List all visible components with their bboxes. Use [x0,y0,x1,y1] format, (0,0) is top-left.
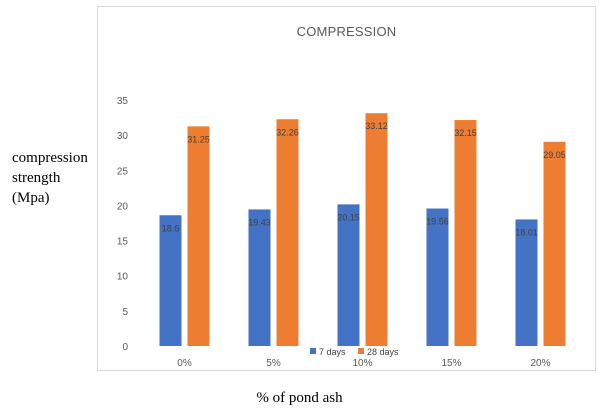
data-label: 32.26 [276,127,299,137]
bar-28-days-10pct [365,113,388,346]
y-tick-label: 35 [117,96,129,107]
data-label: 18.01 [515,227,538,237]
y-tick-label: 0 [122,342,128,353]
y-axis-label-line-2: strength [12,170,61,186]
bars: 18.6 31.25 19.43 32.26 20.15 33.12 19.56 32.15 1… [159,113,566,346]
bar-28-days-0pct [187,126,210,346]
y-axis-label-line-3: (Mpa) [12,190,50,206]
bar-7-days-10pct [337,204,360,346]
x-tick-label: 20% [530,358,550,369]
bar-7-days-15pct [426,208,449,346]
legend-swatch [310,348,316,354]
y-tick-label: 5 [122,307,128,318]
data-label: 32.15 [454,128,477,138]
bar-7-days-0pct [159,215,182,346]
y-axis-label: compression strength (Mpa) [12,148,102,208]
data-label: 33.12 [365,121,388,131]
x-axis-ticks: 0% 5% 10% 15% 20% [177,358,550,369]
y-tick-label: 30 [117,131,129,142]
y-tick-label: 15 [117,237,129,248]
legend: 7 days 28 days [310,347,399,357]
y-tick-label: 10 [117,272,129,283]
data-label: 18.6 [162,223,180,233]
bar-28-days-20pct [543,141,566,346]
legend-label: 7 days [319,347,346,357]
bar-28-days-5pct [276,119,299,346]
x-axis-label: % of pond ash [256,390,343,406]
legend-swatch [358,348,364,354]
y-axis-label-line-1: compression [12,150,88,166]
legend-label: 28 days [367,347,399,357]
data-label: 20.15 [337,212,360,222]
bar-7-days-20pct [515,219,538,346]
y-tick-label: 25 [117,166,129,177]
y-tick-label: 20 [117,201,129,212]
x-tick-label: 0% [177,358,192,369]
data-label: 29.05 [543,150,566,160]
y-axis-ticks: 0 5 10 15 20 25 30 35 [117,96,129,353]
data-label: 19.43 [248,217,271,227]
bar-7-days-5pct [248,209,271,346]
data-label: 31.25 [187,134,210,144]
bar-28-days-15pct [454,120,477,346]
x-tick-label: 5% [266,358,281,369]
data-label: 19.56 [426,217,449,227]
x-tick-label: 10% [352,358,372,369]
chart-title: COMPRESSION [296,24,397,39]
x-tick-label: 15% [441,358,461,369]
